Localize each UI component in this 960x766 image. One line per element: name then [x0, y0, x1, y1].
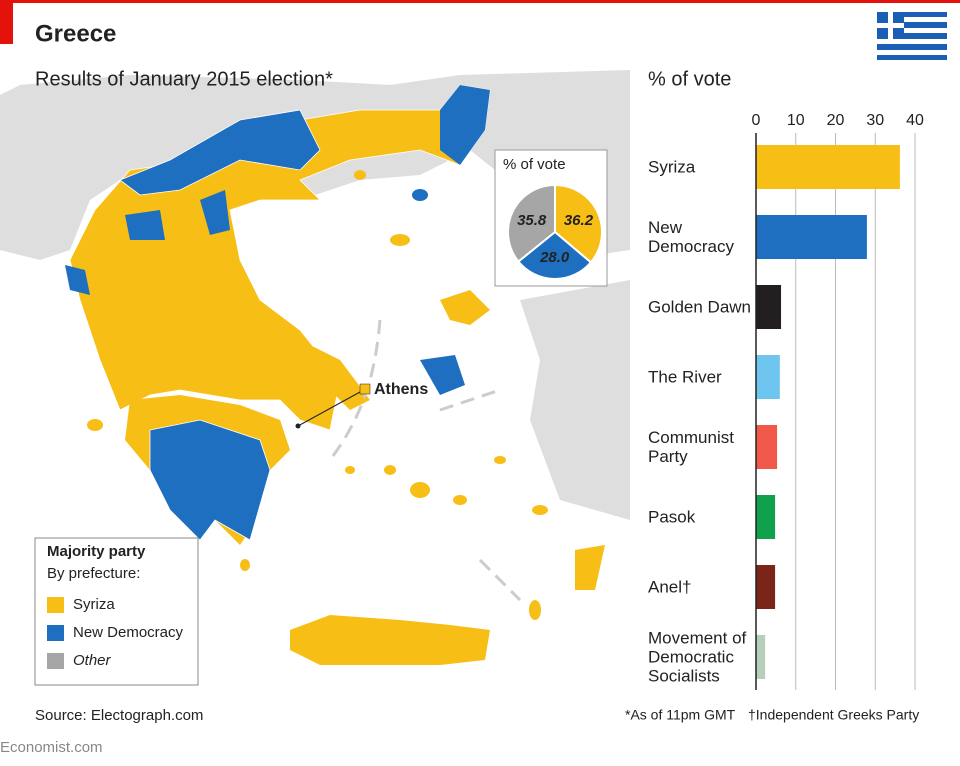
legend-swatch: [47, 597, 64, 613]
category-label: Movement of Democratic Socialists: [648, 628, 747, 686]
legend-swatch: [47, 653, 64, 669]
category-label: Anel†: [648, 577, 692, 597]
x-tick-label: 0: [752, 112, 761, 129]
category-label: Communist Party: [648, 428, 734, 466]
bar: [756, 635, 766, 679]
bar: [756, 215, 867, 259]
legend-swatch: [47, 625, 64, 641]
title: Greece: [35, 20, 116, 47]
brand: Economist.com: [0, 739, 103, 756]
pie-value-label: 28.0: [539, 249, 570, 266]
pie-slice: [507, 183, 556, 263]
bar: [756, 495, 776, 539]
corner-tag: [0, 0, 13, 44]
footnote: †Independent Greeks Party: [748, 707, 919, 723]
place-label: Athens: [374, 381, 428, 398]
bar: [756, 355, 780, 399]
legend-subtitle: By prefecture:: [47, 565, 140, 582]
map: [0, 70, 630, 665]
pie-value-label: 36.2: [564, 212, 594, 229]
category-label: Pasok: [648, 507, 696, 527]
pie-slice: [554, 183, 603, 264]
x-tick-label: 40: [906, 112, 924, 129]
map-subtitle: Results of January 2015 election*: [35, 68, 333, 90]
category-label: New Democracy: [648, 218, 734, 256]
legend-label: Syriza: [73, 596, 115, 613]
pie-slice: [517, 230, 593, 280]
bar: [756, 565, 776, 609]
pie-title: % of vote: [503, 156, 566, 173]
legend-title: Majority party: [47, 543, 146, 560]
category-label: The River: [648, 367, 722, 387]
bar-chart-title: % of vote: [648, 68, 731, 90]
top-rule: [0, 0, 960, 3]
footnote: *As of 11pm GMT: [625, 707, 736, 723]
source: Source: Electograph.com: [35, 707, 203, 724]
x-tick-label: 10: [787, 112, 805, 129]
bar: [756, 145, 900, 189]
flag: [877, 12, 947, 60]
category-label: Syriza: [648, 157, 696, 177]
bar: [756, 425, 778, 469]
category-label: Golden Dawn: [648, 297, 752, 317]
x-tick-label: 30: [866, 112, 884, 129]
legend-label: Other: [73, 652, 112, 669]
pie-value-label: 35.8: [517, 212, 547, 229]
x-tick-label: 20: [827, 112, 845, 129]
legend-label: New Democracy: [73, 624, 184, 641]
bar: [756, 285, 782, 329]
